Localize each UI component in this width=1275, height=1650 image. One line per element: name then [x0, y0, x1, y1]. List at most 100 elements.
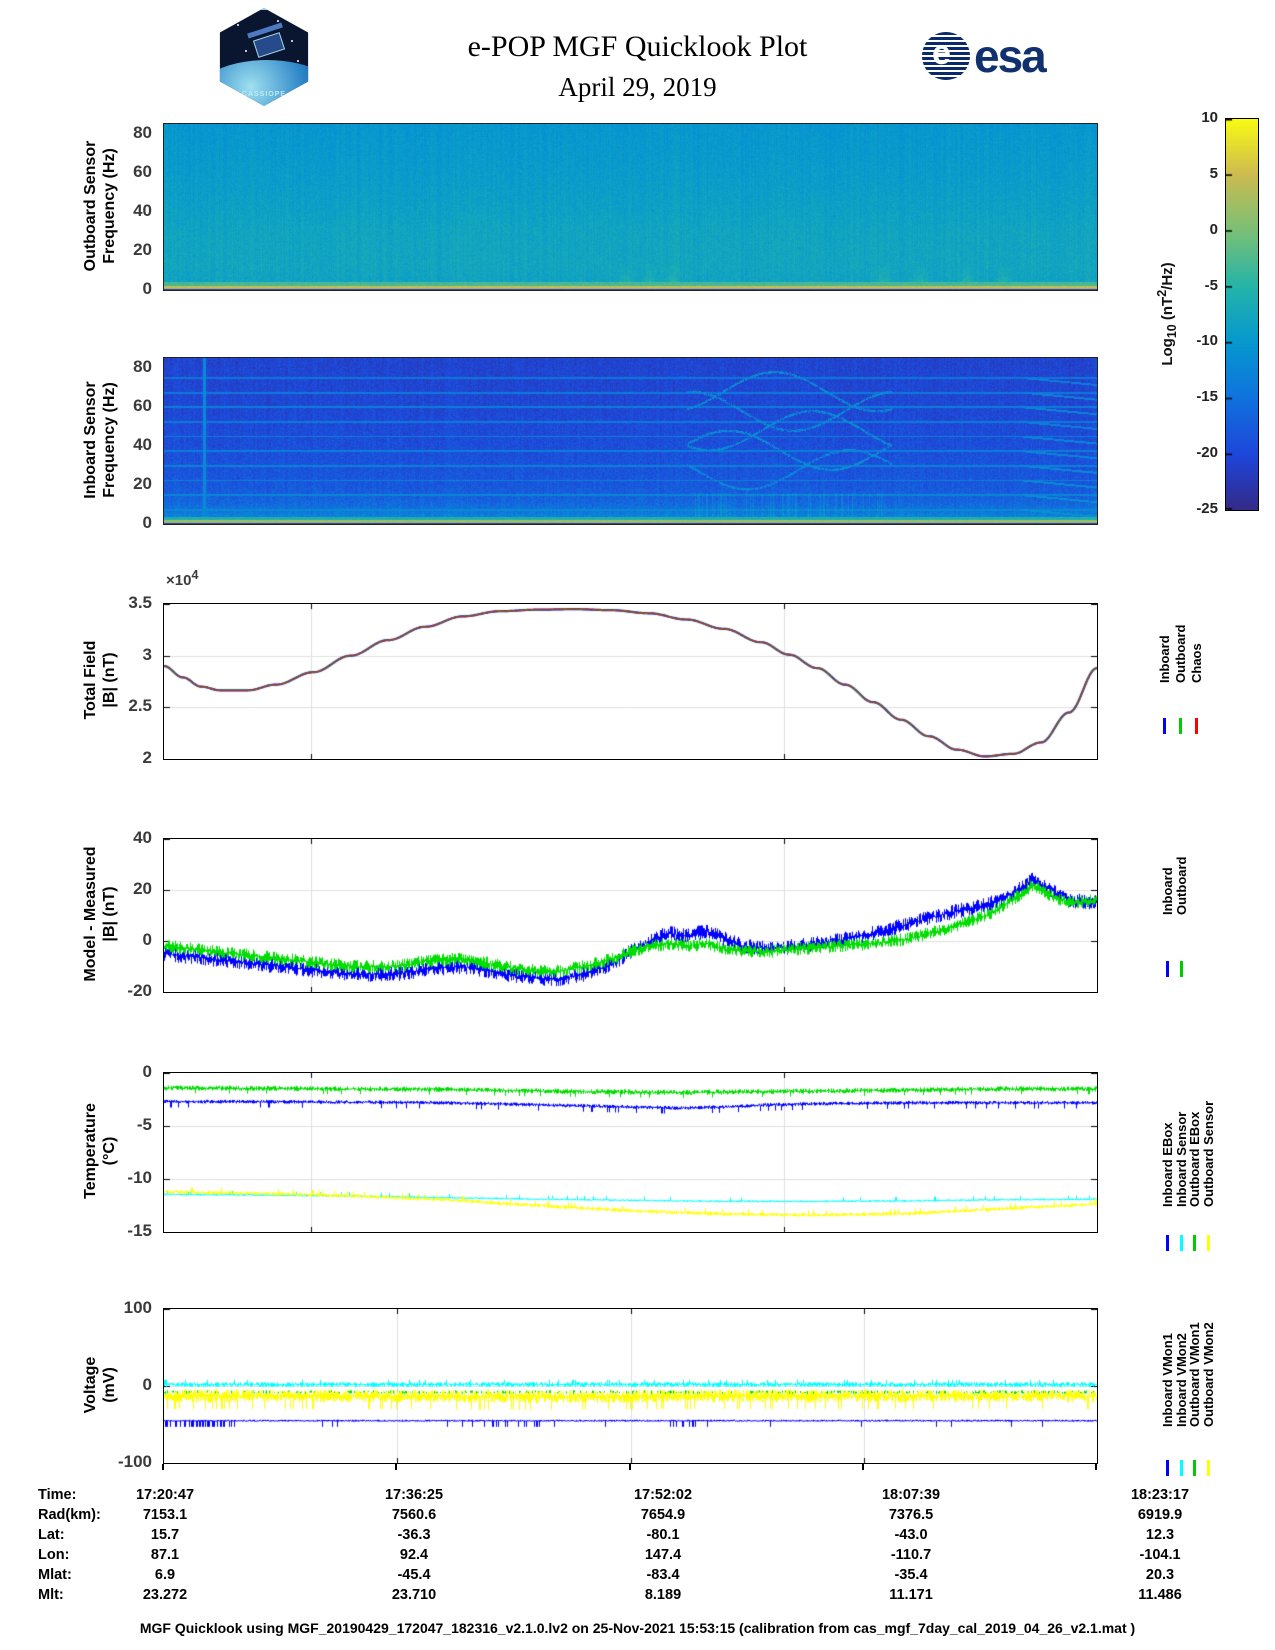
table-row-label-time: Time: [38, 1487, 77, 1503]
legend-label-outboard: Outboard [1173, 624, 1188, 684]
total-field-canvas [164, 604, 1097, 759]
time-axis-tick [395, 1464, 398, 1470]
table-cell: 23.710 [391, 1587, 437, 1603]
ytick-label: 40 [133, 200, 152, 220]
esa-logo-text: esa [974, 30, 1047, 82]
outboard-spectrogram-plot [163, 123, 1098, 291]
voltage-plot [163, 1308, 1098, 1464]
table-cell: -83.4 [646, 1567, 680, 1583]
table-row-label-mlt: Mlt: [38, 1587, 64, 1603]
table-cell: 7654.9 [640, 1507, 686, 1523]
ytick-label: -100 [117, 1452, 152, 1471]
legend-swatch [1179, 1460, 1183, 1476]
ytick-label: 0 [142, 1375, 152, 1394]
legend-swatch [1193, 1235, 1196, 1251]
legend-swatch [1193, 1460, 1196, 1476]
legend-swatch [1206, 1460, 1210, 1476]
table-cell: 17:52:02 [633, 1487, 693, 1503]
table-cell: 12.3 [1145, 1527, 1175, 1543]
ytick-label: 80 [133, 122, 152, 142]
table-cell: 18:23:17 [1130, 1487, 1190, 1503]
ytick-label: 0 [142, 1062, 152, 1081]
legend-swatch [1206, 1235, 1210, 1251]
footer-note: MGF Quicklook using MGF_20190429_172047_… [139, 1620, 1136, 1636]
table-cell: 11.171 [889, 1587, 933, 1603]
colorbar-tick-label: -20 [1196, 444, 1218, 462]
table-cell: 11.486 [1138, 1587, 1182, 1603]
ytick-label: -15 [127, 1221, 152, 1240]
esa-globe-icon [922, 32, 970, 80]
ytick-label: 80 [133, 356, 152, 376]
table-cell: 8.189 [644, 1587, 682, 1603]
total-field-plot [163, 603, 1098, 760]
total-field-exponent-label: ×104 [166, 568, 199, 589]
legend-swatch [1166, 1460, 1169, 1476]
ytick-label: 40 [133, 434, 152, 454]
table-cell: 20.3 [1145, 1567, 1175, 1583]
ytick-label: 2 [142, 748, 152, 767]
legend-label-outboard-sensor: Outboard Sensor [1200, 1100, 1216, 1207]
colorbar-gradient [1226, 119, 1258, 510]
legend-swatch [1166, 1235, 1169, 1251]
inboard-spectrogram-canvas [164, 358, 1097, 524]
model-minus-measured-canvas [164, 839, 1097, 992]
legend-swatch [1179, 1235, 1183, 1251]
colorbar [1225, 118, 1259, 511]
legend-label-chaos: Chaos [1189, 643, 1204, 683]
table-cell: -35.4 [894, 1567, 928, 1583]
table-cell: 23.272 [142, 1587, 188, 1603]
patch-label: CASSIOPE [241, 91, 287, 98]
colorbar-tick-label: 0 [1209, 220, 1218, 238]
ytick-label: 20 [133, 239, 152, 259]
legend-label-inboard: Inboard [1157, 635, 1172, 683]
table-row-label-lon: Lon: [38, 1547, 70, 1563]
voltage-canvas [164, 1309, 1097, 1463]
temperature-plot [163, 1072, 1098, 1233]
table-cell: 92.4 [399, 1547, 429, 1563]
colorbar-tick-label: -25 [1196, 500, 1218, 517]
table-row-label-radkm: Rad(km): [38, 1507, 101, 1523]
legend-label-inboard-ebox: Inboard EBox [1160, 1122, 1175, 1207]
table-row-label-lat: Lat: [38, 1527, 65, 1543]
colorbar-tick-label: -15 [1196, 388, 1218, 406]
ytick-label: 3.5 [128, 593, 152, 612]
legend-swatch [1195, 718, 1198, 734]
colorbar-tick-label: 5 [1209, 164, 1218, 182]
legend-label-outboard-vmon1: Outboard VMon1 [1187, 1322, 1202, 1427]
time-axis-tick [628, 1464, 631, 1470]
temperature-canvas [164, 1073, 1097, 1232]
colorbar-tick-label: 10 [1201, 109, 1218, 126]
ytick-label: 20 [133, 879, 152, 898]
page-subtitle: April 29, 2019 [558, 72, 717, 102]
table-cell: 147.4 [644, 1547, 682, 1563]
legend-label-outboard-ebox: Outboard EBox [1187, 1111, 1202, 1207]
ytick-label: 0 [142, 279, 152, 298]
model-minus-measured-plot [163, 838, 1098, 993]
ytick-label: 3 [142, 644, 152, 664]
table-cell: -104.1 [1139, 1547, 1181, 1563]
table-cell: 6.9 [154, 1567, 176, 1583]
table-cell: -45.4 [397, 1567, 431, 1583]
table-cell: -110.7 [890, 1547, 932, 1563]
table-cell: 15.7 [150, 1527, 180, 1543]
legend-label-inboard: Inboard [1160, 867, 1175, 915]
table-cell: 87.1 [150, 1547, 180, 1563]
ytick-label: 40 [133, 828, 152, 847]
legend-label-outboard: Outboard [1173, 856, 1189, 916]
colorbar-tick-label: -10 [1196, 332, 1218, 350]
legend-swatch [1166, 961, 1169, 977]
table-cell: -36.3 [397, 1527, 431, 1543]
ytick-label: 0 [142, 513, 152, 532]
table-row-label-mlat: Mlat: [38, 1567, 72, 1583]
colorbar-tick-label: -5 [1204, 276, 1218, 294]
legend-swatch [1163, 718, 1166, 734]
ytick-label: 20 [133, 473, 152, 493]
table-cell: 7560.6 [391, 1507, 437, 1523]
page-title: e-POP MGF Quicklook Plot [467, 30, 808, 63]
table-cell: 17:20:47 [135, 1487, 195, 1503]
time-axis-tick [162, 1464, 164, 1470]
table-cell: 6919.9 [1137, 1507, 1183, 1523]
outboard-spectrogram-canvas [164, 124, 1097, 290]
ytick-label: -20 [127, 981, 152, 1000]
